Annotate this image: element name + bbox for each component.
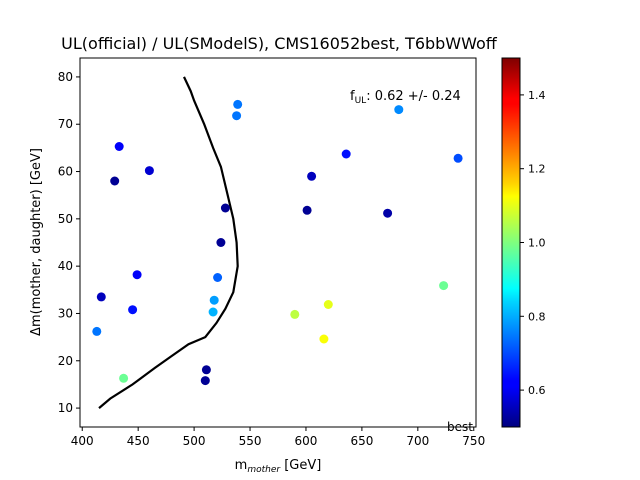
data-point-3 xyxy=(114,142,124,151)
data-point-6 xyxy=(132,270,142,280)
data-points xyxy=(92,99,463,386)
y-tick-label-4: 50 xyxy=(58,212,73,226)
y-tick-label-5: 60 xyxy=(58,165,73,179)
data-point-16 xyxy=(233,99,243,109)
plot-frame xyxy=(79,57,477,428)
x-tick-label-3: 550 xyxy=(239,434,262,448)
data-point-20 xyxy=(319,334,329,344)
x-tick-label-0: 400 xyxy=(71,434,94,448)
colorbar-gradient xyxy=(501,57,521,428)
data-point-26 xyxy=(453,153,463,163)
x-tick-label-2: 500 xyxy=(183,434,206,448)
x-tick-label-4: 600 xyxy=(295,434,318,448)
colorbar: 0.6 0.8 1.0 1.2 1.4 xyxy=(501,57,546,428)
data-point-1 xyxy=(96,292,106,302)
x-axis-label: mmother [GeV] xyxy=(235,458,322,475)
data-point-18 xyxy=(302,205,312,215)
x-tick-label-1: 450 xyxy=(127,434,150,448)
chart-title: UL(official) / UL(SModelS), CMS16052best… xyxy=(61,34,498,53)
colorbar-tick-label-1: 0.8 xyxy=(528,310,546,323)
data-point-5 xyxy=(128,305,138,315)
y-tick-label-7: 80 xyxy=(58,70,73,84)
colorbar-tick-label-0: 0.6 xyxy=(528,384,546,397)
x-tick-label-6: 700 xyxy=(406,434,429,448)
colorbar-tick-label-2: 1.0 xyxy=(528,237,546,250)
x-tick-label-7: 750 xyxy=(462,434,485,448)
data-point-4 xyxy=(119,373,129,383)
y-tick-label-3: 40 xyxy=(58,259,73,273)
y-tick-label-6: 70 xyxy=(58,117,73,131)
colorbar-ticks: 0.6 0.8 1.0 1.2 1.4 xyxy=(520,89,546,397)
data-point-13 xyxy=(216,238,226,247)
data-point-14 xyxy=(220,203,230,213)
x-axis: 400 450 500 550 600 650 700 750 xyxy=(71,427,485,448)
best-label: best xyxy=(447,420,473,434)
plot-area: fUL: 0.62 +/- 0.24 best xyxy=(79,57,477,434)
data-point-21 xyxy=(323,300,333,309)
data-point-23 xyxy=(383,208,393,218)
x-tick-label-5: 650 xyxy=(350,434,373,448)
data-point-15 xyxy=(232,111,242,121)
y-axis: 10 20 30 40 50 60 70 80 xyxy=(58,70,80,415)
data-point-22 xyxy=(341,149,351,159)
colorbar-tick-label-3: 1.2 xyxy=(528,163,546,176)
data-point-10 xyxy=(208,307,218,317)
colorbar-tick-label-4: 1.4 xyxy=(528,89,546,102)
fUL-annotation: fUL: 0.62 +/- 0.24 xyxy=(350,89,461,106)
data-point-19 xyxy=(307,171,317,181)
data-point-11 xyxy=(209,295,219,305)
y-tick-label-2: 30 xyxy=(58,306,73,320)
data-point-17 xyxy=(290,309,300,319)
data-point-0 xyxy=(92,326,102,336)
data-point-8 xyxy=(200,376,210,386)
y-axis-label: Δm(mother, daughter) [GeV] xyxy=(29,148,44,336)
y-tick-label-1: 20 xyxy=(58,354,73,368)
exclusion-line xyxy=(98,76,239,409)
data-point-24 xyxy=(394,105,404,115)
data-point-12 xyxy=(213,273,223,282)
data-point-9 xyxy=(201,365,211,375)
data-point-25 xyxy=(439,281,449,291)
data-point-7 xyxy=(144,166,154,176)
y-tick-label-0: 10 xyxy=(58,401,73,415)
data-point-2 xyxy=(110,176,120,186)
